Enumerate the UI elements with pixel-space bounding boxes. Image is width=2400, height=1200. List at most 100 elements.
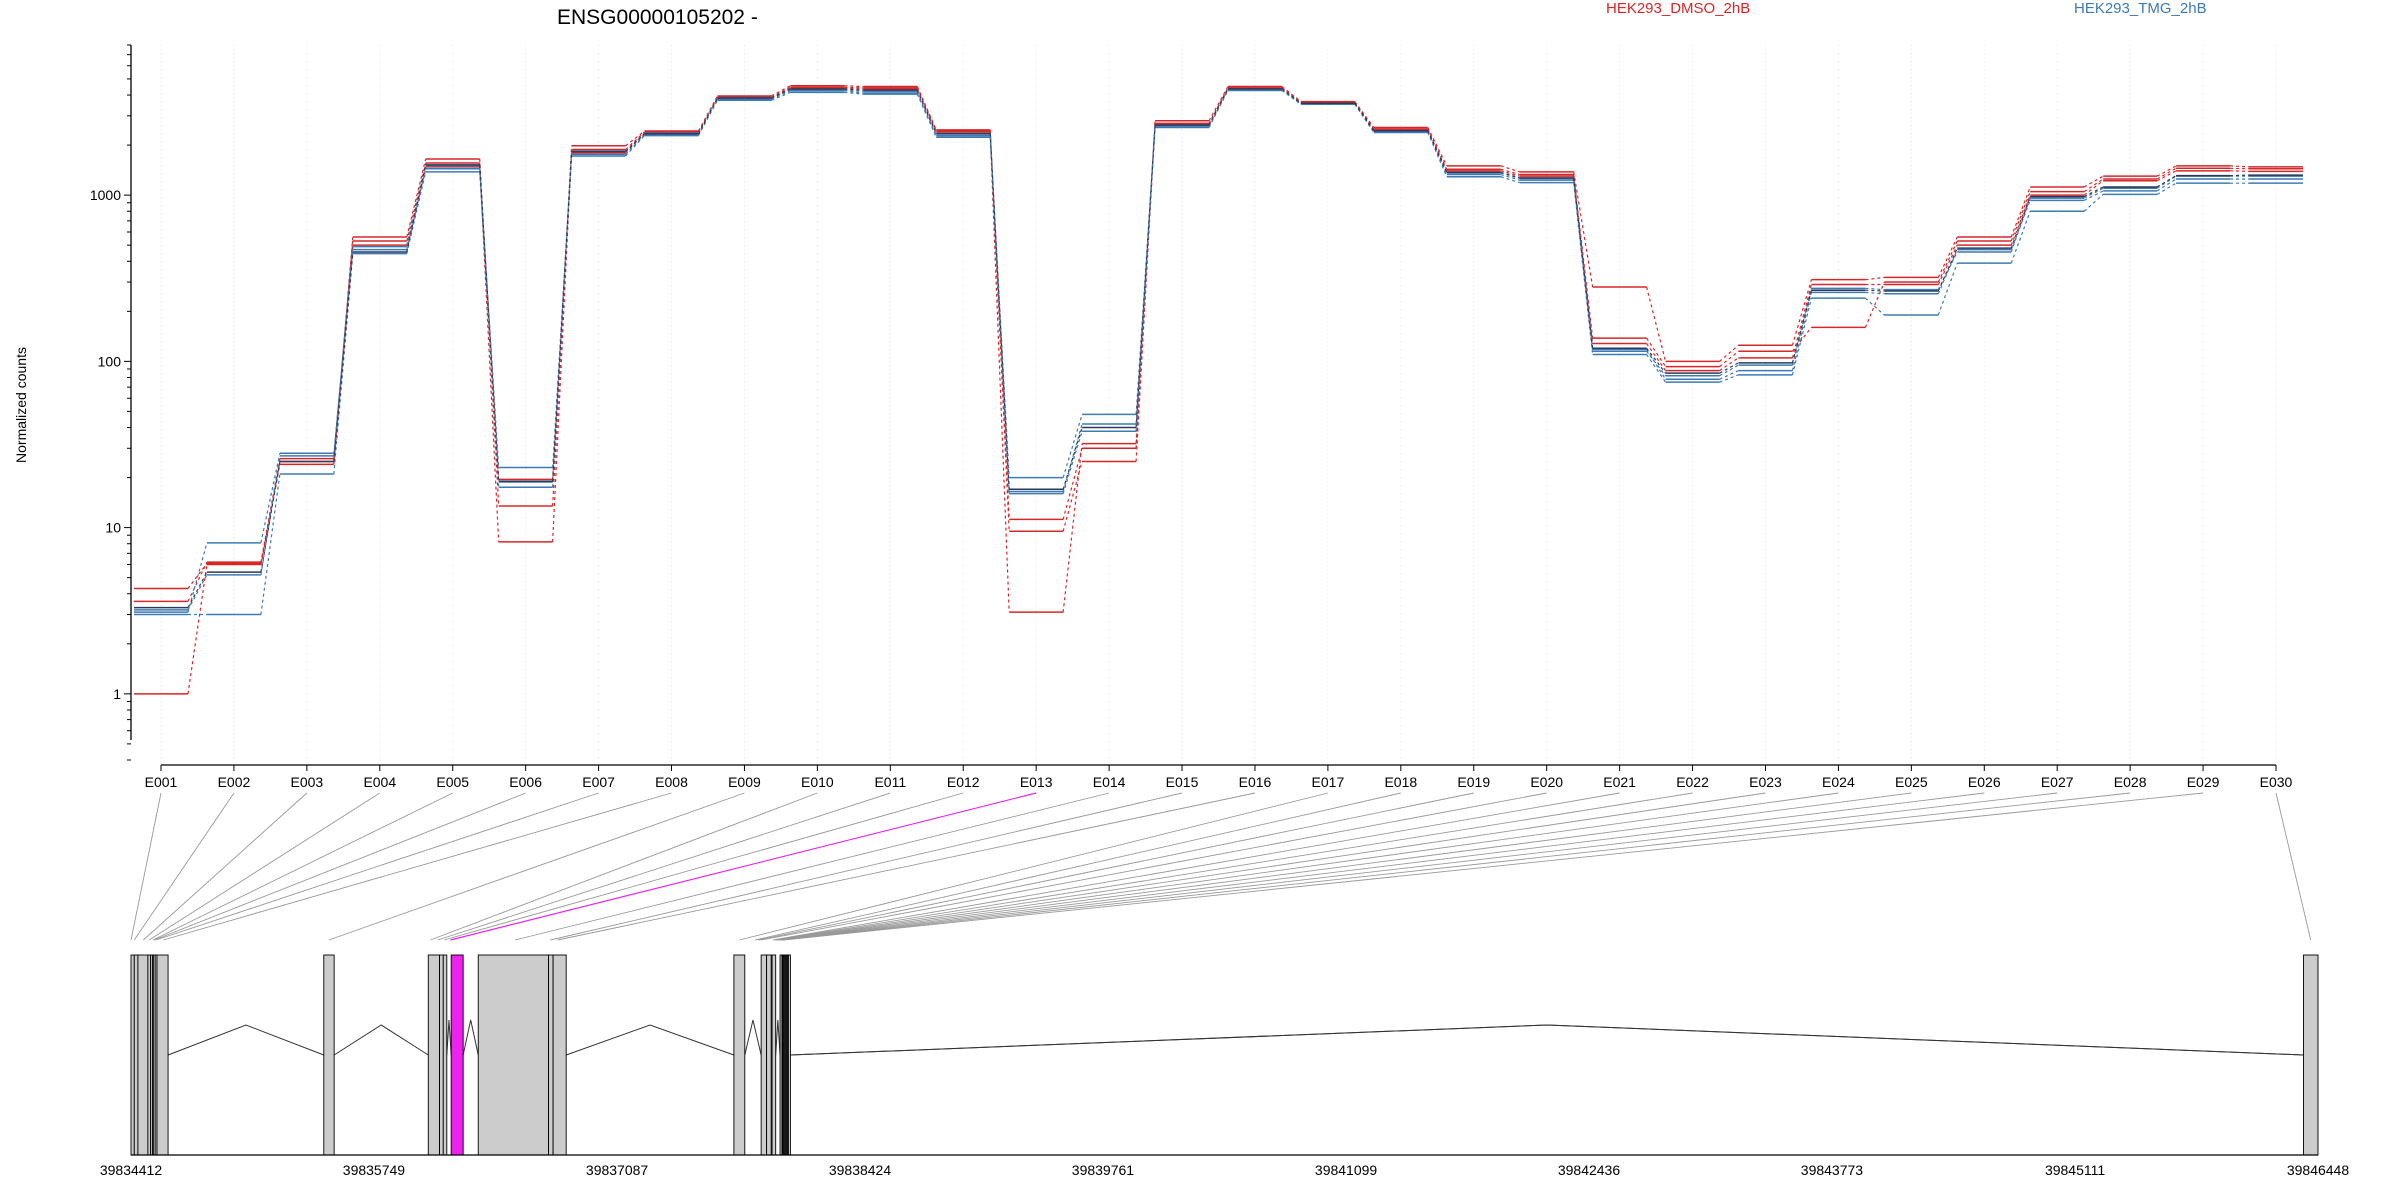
- legend-entry-tmg: HEK293_TMG_2hB: [2074, 0, 2207, 17]
- exon-box-E009: [323, 954, 335, 1156]
- exon-box-E002: [133, 954, 139, 1156]
- series-6-connector-24: [1937, 247, 1958, 292]
- series-4-connector-10: [916, 93, 937, 138]
- exon-box-E003: [137, 954, 149, 1156]
- series-4-connector-17: [1427, 132, 1448, 177]
- series-6-connector-6: [625, 133, 645, 152]
- x-tick-label-E015: E015: [1166, 774, 1199, 790]
- x-axis: E001 E002 E003 E004 E005 E006 E007 E008 E009 E010…: [145, 764, 2293, 790]
- exon-link-E012: [443, 792, 964, 941]
- exon-link-E022: [774, 792, 1693, 941]
- series-0-connector-6: [625, 130, 645, 147]
- exon-box-E017: [733, 954, 746, 1156]
- x-tick-label-E012: E012: [947, 774, 980, 790]
- series-3-connector-25: [2010, 200, 2031, 250]
- series-6-connector-2: [333, 251, 354, 462]
- x-tick-label-E025: E025: [1895, 774, 1928, 790]
- x-tick-label-E023: E023: [1749, 774, 1782, 790]
- series-4-connector-3: [406, 171, 427, 254]
- coord-label-39846448: 39846448: [2287, 1162, 2350, 1178]
- series-2-connector-22: [1791, 284, 1813, 358]
- coord-label-39845111: 39845111: [2045, 1162, 2105, 1178]
- coord-label-39843773: 39843773: [1801, 1162, 1864, 1178]
- x-tick-label-E004: E004: [363, 774, 396, 790]
- exon-link-E002: [133, 792, 235, 941]
- series-6-connector-16: [1354, 102, 1375, 132]
- exon-box-E008: [156, 954, 169, 1156]
- exon-link-E028: [782, 792, 2131, 941]
- exon-link-E007: [155, 792, 599, 941]
- series-5-connector-20: [1646, 350, 1667, 377]
- x-tick-label-E027: E027: [2041, 774, 2074, 790]
- series-0-connector-10: [916, 86, 937, 131]
- coord-label-39835749: 39835749: [343, 1162, 406, 1178]
- series-3-connector-8: [771, 90, 791, 100]
- x-tick-label-E013: E013: [1020, 774, 1053, 790]
- series-2-connector-24: [1937, 244, 1958, 285]
- x-tick-label-E003: E003: [291, 774, 324, 790]
- chart-title: ENSG00000105202 -: [557, 6, 758, 29]
- x-tick-label-E007: E007: [582, 774, 615, 790]
- series-1-connector-27: [2156, 167, 2177, 180]
- exon-link-E024: [777, 792, 1839, 941]
- series-6-connector-0: [187, 571, 208, 608]
- series-6-connector-10: [916, 89, 937, 134]
- series-0-connector-21: [1719, 344, 1739, 362]
- exon-link-E020: [760, 792, 1547, 941]
- x-tick-label-E011: E011: [874, 774, 906, 790]
- series-6-connector-20: [1646, 347, 1667, 374]
- series-5-connector-26: [2083, 187, 2104, 199]
- series-3-connector-27: [2156, 178, 2177, 192]
- legend-entry-dmso: HEK293_DMSO_2hB: [1606, 0, 1750, 17]
- series-1-connector-24: [1937, 240, 1958, 283]
- series-6-connector-27: [2156, 175, 2177, 188]
- series-3-connector-3: [406, 168, 427, 250]
- series-5-connector-10: [916, 91, 937, 135]
- exon-link-E011: [437, 792, 891, 941]
- series-6-connector-28: [2230, 174, 2250, 177]
- exon-box-E001: [130, 954, 135, 1156]
- series-0-connector-23: [1865, 276, 1885, 281]
- series-3-connector-21: [1719, 370, 1739, 380]
- gene-model: [130, 954, 2319, 1156]
- series-5-connector-21: [1719, 364, 1739, 377]
- exon-link-E013: [450, 792, 1037, 941]
- y-tick-label-10: 10: [105, 520, 121, 536]
- series-5-connector-22: [1791, 288, 1813, 366]
- x-tick-label-E014: E014: [1093, 774, 1126, 790]
- exon-box-E018: [760, 954, 768, 1156]
- series-3-connector-16: [1354, 103, 1375, 132]
- x-tick-label-E002: E002: [218, 774, 251, 790]
- coord-label-39838424: 39838424: [829, 1162, 892, 1178]
- x-tick-label-E026: E026: [1968, 774, 2001, 790]
- exon-link-E016: [557, 792, 1256, 941]
- series-6-connector-22: [1791, 290, 1813, 363]
- series-4-connector-20: [1646, 354, 1667, 383]
- series-4-connector-26: [2083, 193, 2104, 212]
- series-2-connector-21: [1719, 357, 1739, 372]
- y-tick-label-100: 100: [98, 353, 122, 369]
- series-0: [134, 84, 2303, 590]
- x-tick-label-E009: E009: [728, 774, 761, 790]
- series-2-connector-28: [2230, 170, 2250, 172]
- series-6-connector-19: [1573, 177, 1594, 349]
- exon-box-E020: [771, 954, 777, 1156]
- series-1-connector-16: [1354, 101, 1375, 130]
- series-4-connector-7: [697, 99, 718, 136]
- series-0-connector-19: [1573, 171, 1594, 288]
- exon-link-E003: [143, 792, 308, 941]
- series-6-connector-13: [1135, 125, 1156, 428]
- series-2-connector-20: [1646, 343, 1667, 371]
- exon-link-E010: [430, 792, 818, 941]
- genomic-coordinate-axis: 39834412 39835749 39837087 39838424 39839761…: [100, 1154, 2350, 1178]
- series-6-connector-23: [1865, 289, 1885, 292]
- series-0-connector-4: [479, 158, 500, 506]
- exon-box-E014: [477, 954, 550, 1156]
- exon-link-E025: [778, 792, 1912, 941]
- series-4-connector-15: [1281, 90, 1302, 105]
- series-5-connector-3: [406, 165, 427, 247]
- exon-link-E009: [328, 792, 745, 941]
- exon-box-E010: [427, 954, 440, 1156]
- exon-link-E023: [775, 792, 1766, 941]
